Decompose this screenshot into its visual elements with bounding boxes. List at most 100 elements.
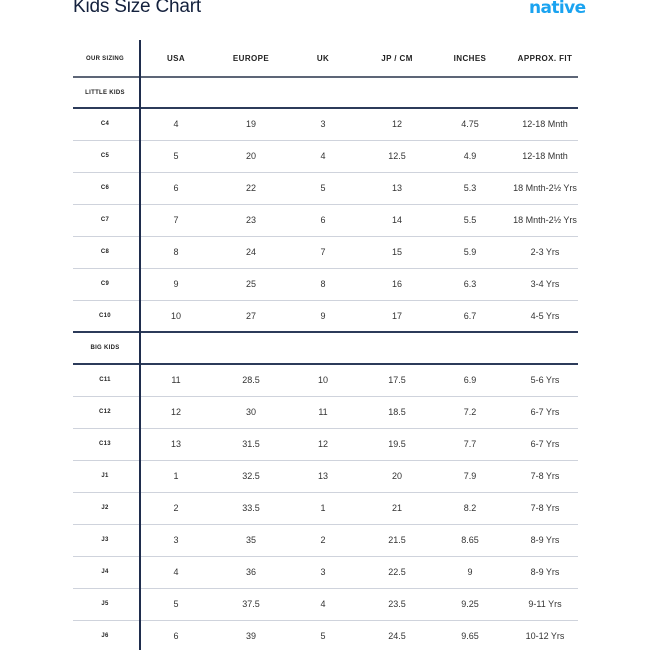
table-row: C8 8 24 7 15 5.9 2-3 Yrs: [73, 236, 578, 269]
cell-uk: 13: [317, 471, 328, 481]
column-header-our-sizing: OUR SIZING: [85, 55, 124, 62]
cell-inches: 9.65: [461, 631, 479, 641]
cell-usa: 1: [173, 471, 179, 481]
cell-jp-cm: 12: [391, 119, 402, 129]
row-divider: [73, 523, 578, 525]
cell-europe: 30: [245, 407, 256, 417]
table-row: J6 6 39 5 24.5 9.65 10-12 Yrs: [73, 620, 578, 650]
cell-usa: 11: [171, 375, 181, 385]
cell-jp-cm: 24.5: [388, 631, 406, 641]
cell-approx-fit: 18 Mnth-2½ Yrs: [513, 215, 577, 225]
cell-europe: 22: [245, 183, 256, 193]
row-divider: [73, 459, 578, 461]
cell-approx-fit: 3-4 Yrs: [530, 279, 560, 289]
cell-our-sizing: J5: [101, 601, 109, 607]
cell-inches: 5.9: [463, 247, 477, 257]
cell-europe: 28.5: [242, 375, 260, 385]
cell-approx-fit: 6-7 Yrs: [530, 439, 560, 449]
cell-uk: 1: [320, 503, 326, 513]
cell-jp-cm: 22.5: [388, 567, 406, 577]
cell-europe: 32.5: [242, 471, 260, 481]
column-header-approx-fit: APPROX. FIT: [517, 54, 573, 63]
cell-uk: 2: [320, 535, 326, 545]
cell-uk: 11: [318, 407, 328, 417]
row-divider: [73, 331, 578, 333]
row-divider: [73, 235, 578, 237]
cell-approx-fit: 10-12 Yrs: [525, 631, 565, 641]
cell-approx-fit: 2-3 Yrs: [530, 247, 560, 257]
cell-uk: 5: [320, 631, 326, 641]
cell-our-sizing: C6: [100, 185, 110, 191]
row-divider: [73, 107, 578, 109]
row-divider: [73, 75, 578, 78]
table-row: C13 13 31.5 12 19.5 7.7 6-7 Yrs: [73, 428, 578, 461]
column-header-europe: EUROPE: [232, 54, 270, 63]
cell-approx-fit: 6-7 Yrs: [530, 407, 560, 417]
cell-uk: 3: [320, 567, 326, 577]
cell-uk: 7: [320, 247, 326, 257]
brand-logo: native: [529, 0, 586, 18]
cell-approx-fit: 8-9 Yrs: [530, 567, 560, 577]
column-header-usa: USA: [166, 54, 186, 63]
cell-europe: 19: [245, 119, 256, 129]
cell-inches: 6.9: [463, 375, 477, 385]
page-title: Kids Size Chart: [73, 0, 201, 17]
cell-uk: 4: [320, 599, 326, 609]
cell-europe: 35: [245, 535, 256, 545]
cell-approx-fit: 12-18 Mnth: [522, 119, 568, 129]
row-divider: [73, 299, 578, 301]
cell-europe: 31.5: [242, 439, 260, 449]
cell-inches: 6.7: [463, 311, 477, 321]
cell-usa: 7: [173, 215, 179, 225]
row-divider: [73, 171, 578, 173]
row-divider: [73, 491, 578, 493]
cell-uk: 4: [320, 151, 326, 161]
cell-our-sizing: J1: [101, 473, 109, 479]
cell-jp-cm: 16: [391, 279, 402, 289]
cell-inches: 6.3: [463, 279, 477, 289]
table-row: J5 5 37.5 4 23.5 9.25 9-11 Yrs: [73, 588, 578, 621]
cell-jp-cm: 15: [391, 247, 402, 257]
cell-approx-fit: 12-18 Mnth: [522, 151, 568, 161]
cell-usa: 3: [173, 535, 179, 545]
cell-europe: 39: [245, 631, 256, 641]
cell-usa: 4: [173, 567, 179, 577]
cell-jp-cm: 21.5: [388, 535, 406, 545]
cell-jp-cm: 17: [391, 311, 402, 321]
cell-inches: 5.5: [463, 215, 477, 225]
row-divider: [73, 267, 578, 269]
cell-approx-fit: 8-9 Yrs: [530, 535, 560, 545]
row-divider: [73, 395, 578, 397]
column-header-uk: UK: [316, 54, 330, 63]
cell-our-sizing: J3: [101, 537, 109, 543]
cell-jp-cm: 14: [391, 215, 402, 225]
cell-europe: 37.5: [242, 599, 260, 609]
cell-usa: 10: [170, 311, 181, 321]
row-divider: [73, 427, 578, 429]
column-header-jp-cm: JP / CM: [381, 54, 413, 63]
section-row: BIG KIDS: [73, 332, 578, 365]
cell-our-sizing: C8: [100, 249, 110, 255]
table-row: C12 12 30 11 18.5 7.2 6-7 Yrs: [73, 396, 578, 429]
cell-uk: 10: [317, 375, 328, 385]
cell-inches: 7.7: [463, 439, 477, 449]
cell-approx-fit: 7-8 Yrs: [530, 503, 560, 513]
cell-our-sizing: C7: [100, 217, 110, 223]
cell-usa: 13: [170, 439, 181, 449]
table-row: J4 4 36 3 22.5 9 8-9 Yrs: [73, 556, 578, 589]
cell-europe: 27: [245, 311, 256, 321]
cell-inches: 4.9: [463, 151, 477, 161]
row-divider: [73, 203, 578, 205]
cell-europe: 23: [245, 215, 256, 225]
cell-uk: 3: [320, 119, 326, 129]
cell-usa: 8: [173, 247, 179, 257]
cell-our-sizing: J2: [101, 505, 109, 511]
cell-europe: 36: [245, 567, 256, 577]
section-label: LITTLE KIDS: [85, 89, 125, 96]
cell-inches: 4.75: [461, 119, 479, 129]
cell-uk: 5: [320, 183, 326, 193]
table-row: C10 10 27 9 17 6.7 4-5 Yrs: [73, 300, 578, 333]
row-divider: [73, 555, 578, 557]
cell-jp-cm: 19.5: [388, 439, 406, 449]
